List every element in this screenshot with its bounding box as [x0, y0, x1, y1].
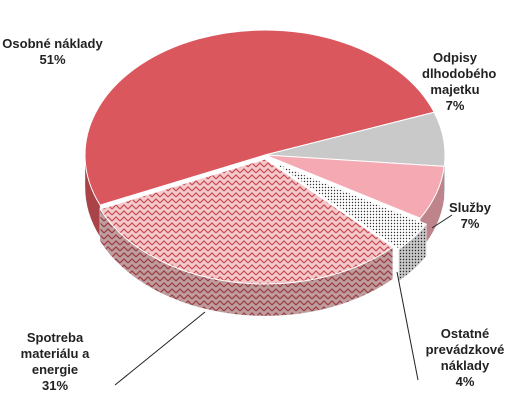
leader-line: [114, 311, 206, 386]
slice: [84, 29, 435, 206]
slice-side-shade: [398, 224, 427, 282]
slice-label: Odpisy dlhodobého majetku 7%: [400, 50, 510, 114]
slice-name: Ostatné prevádzkové náklady: [425, 326, 505, 373]
slice-percent: 4%: [455, 374, 475, 389]
slice: [270, 160, 428, 250]
slice-percent: 7%: [460, 216, 480, 231]
slice-percent: 7%: [445, 98, 465, 113]
slice-label: Spotreba materiálu a energie 31%: [0, 330, 110, 394]
slice-label: Služby 7%: [430, 200, 510, 232]
slice-name: Odpisy dlhodobého majetku: [422, 50, 497, 97]
slice-label: Osobné náklady 51%: [0, 36, 105, 68]
slice-label: Ostatné prevádzkové náklady 4%: [395, 326, 511, 390]
slice-side-shade: [100, 209, 393, 317]
slice: [99, 158, 394, 285]
leader-line: [431, 214, 453, 229]
slice-percent: 51%: [39, 52, 66, 67]
slice-percent: 31%: [41, 378, 69, 393]
slice-name: Osobné náklady: [2, 36, 103, 51]
slice-side-shade: [85, 155, 101, 238]
slice-name: Spotreba materiálu a energie: [20, 330, 90, 377]
slice-name: Služby: [449, 200, 491, 215]
leader-line: [396, 271, 419, 381]
slice: [264, 154, 445, 219]
